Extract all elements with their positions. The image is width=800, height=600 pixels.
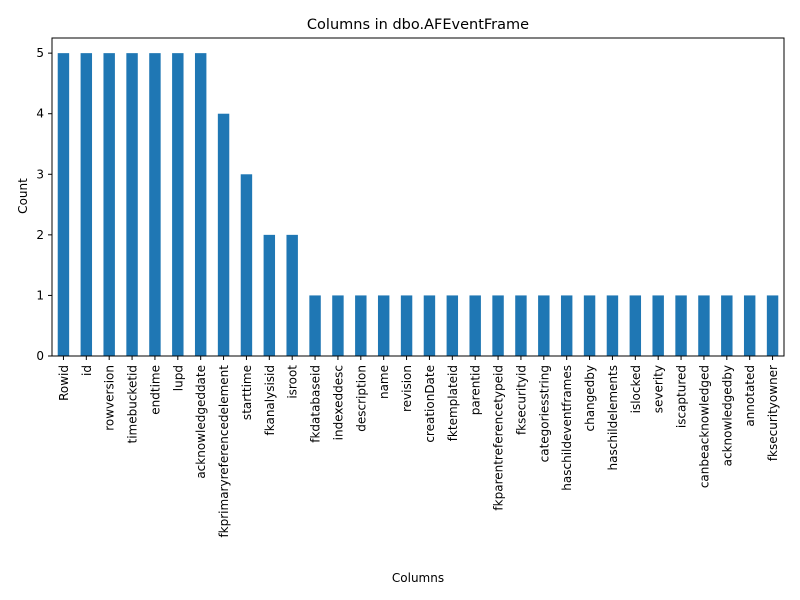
x-tick-label: parentid	[469, 365, 483, 415]
x-tick-label: name	[377, 365, 391, 399]
x-tick-label: fkanalysisid	[263, 365, 277, 436]
y-tick-label: 4	[36, 107, 44, 121]
y-axis-title: Count	[16, 178, 30, 214]
plot-frame	[51, 37, 785, 357]
x-tick-label: Rowid	[57, 365, 71, 401]
x-tick-label: indexeddesc	[331, 365, 345, 440]
x-tick-label: endtime	[148, 365, 162, 415]
bar-name	[377, 295, 390, 356]
bar-annotated	[743, 295, 756, 356]
bar-fkparentreferencetypeid	[492, 295, 504, 356]
y-tick-label: 2	[36, 228, 44, 242]
bar-fktemplateid	[446, 295, 459, 356]
x-tick-label: iscaptured	[675, 365, 689, 428]
x-tick-label: islocked	[629, 365, 643, 413]
x-tick-label: revision	[400, 365, 414, 412]
bar-acknowledgeddate	[194, 53, 207, 357]
x-tick-label: id	[80, 365, 94, 376]
bar-fksecurityowner	[766, 295, 779, 356]
bar-description	[355, 295, 367, 356]
bar-creationDate	[423, 295, 436, 356]
bar-lupd	[172, 53, 184, 357]
bar-haschildelements	[606, 295, 619, 356]
bar-severity	[652, 295, 664, 356]
bar-timebucketid	[126, 53, 138, 357]
bar-parentid	[469, 295, 481, 356]
bar-islocked	[629, 295, 642, 356]
x-tick-label: description	[354, 365, 368, 432]
x-tick-label: isroot	[286, 365, 300, 399]
bar-rowversion	[103, 53, 115, 357]
bar-fkprimaryreferencedelement	[217, 113, 230, 356]
x-tick-label: fksecurityowner	[766, 365, 780, 461]
x-tick-label: timebucketid	[126, 365, 140, 444]
y-tick-label: 0	[36, 349, 44, 363]
chart-title: Columns in dbo.AFEventFrame	[307, 17, 529, 33]
bar-fkdatabaseid	[309, 295, 321, 356]
x-tick-label: severity	[652, 365, 666, 413]
bar-haschildeventframes	[560, 295, 573, 356]
x-tick-label: annotated	[743, 365, 757, 427]
bar-isroot	[286, 234, 298, 356]
x-tick-label: fkparentreferencetypeid	[492, 365, 506, 511]
bar-Rowid	[57, 53, 70, 357]
x-tick-label: creationDate	[423, 365, 437, 443]
x-tick-label: categoriesstring	[537, 365, 551, 462]
x-tick-label: acknowledgedby	[720, 365, 734, 466]
x-tick-label: haschildelements	[606, 365, 620, 470]
bar-acknowledgedby	[721, 295, 733, 356]
bars-group	[57, 53, 779, 357]
bar-revision	[400, 295, 413, 356]
x-tick-label: fkprimaryreferencedelement	[217, 365, 231, 538]
y-axis: 0 1 2 3 4 5	[36, 46, 52, 363]
x-tick-label: fksecurityid	[514, 365, 528, 435]
x-axis: Rowid id rowversion timebucketid endtime lupd…	[57, 356, 780, 538]
x-tick-label: fktemplateid	[446, 365, 460, 441]
x-tick-label: canbeacknowledged	[697, 365, 711, 488]
y-tick-label: 5	[36, 46, 44, 60]
bar-changedby	[583, 295, 596, 356]
x-tick-label: acknowledgeddate	[194, 365, 208, 479]
bar-fksecurityid	[515, 295, 527, 356]
x-tick-label: fkdatabaseid	[309, 365, 323, 443]
bar-starttime	[240, 174, 253, 356]
x-tick-label: lupd	[171, 365, 185, 391]
y-tick-label: 3	[36, 167, 44, 181]
x-axis-title: Columns	[392, 571, 444, 585]
bar-canbeacknowledged	[698, 295, 710, 356]
bar-indexeddesc	[332, 295, 344, 356]
bar-iscaptured	[675, 295, 687, 356]
x-tick-label: rowversion	[103, 365, 117, 431]
x-tick-label: haschildeventframes	[560, 365, 574, 491]
bar-id	[80, 53, 93, 357]
x-tick-label: changedby	[583, 365, 597, 432]
bar-fkanalysisid	[263, 234, 276, 356]
bar-endtime	[149, 53, 161, 357]
x-tick-label: starttime	[240, 365, 254, 420]
y-tick-label: 1	[36, 288, 44, 302]
bar-categoriesstring	[538, 295, 550, 356]
